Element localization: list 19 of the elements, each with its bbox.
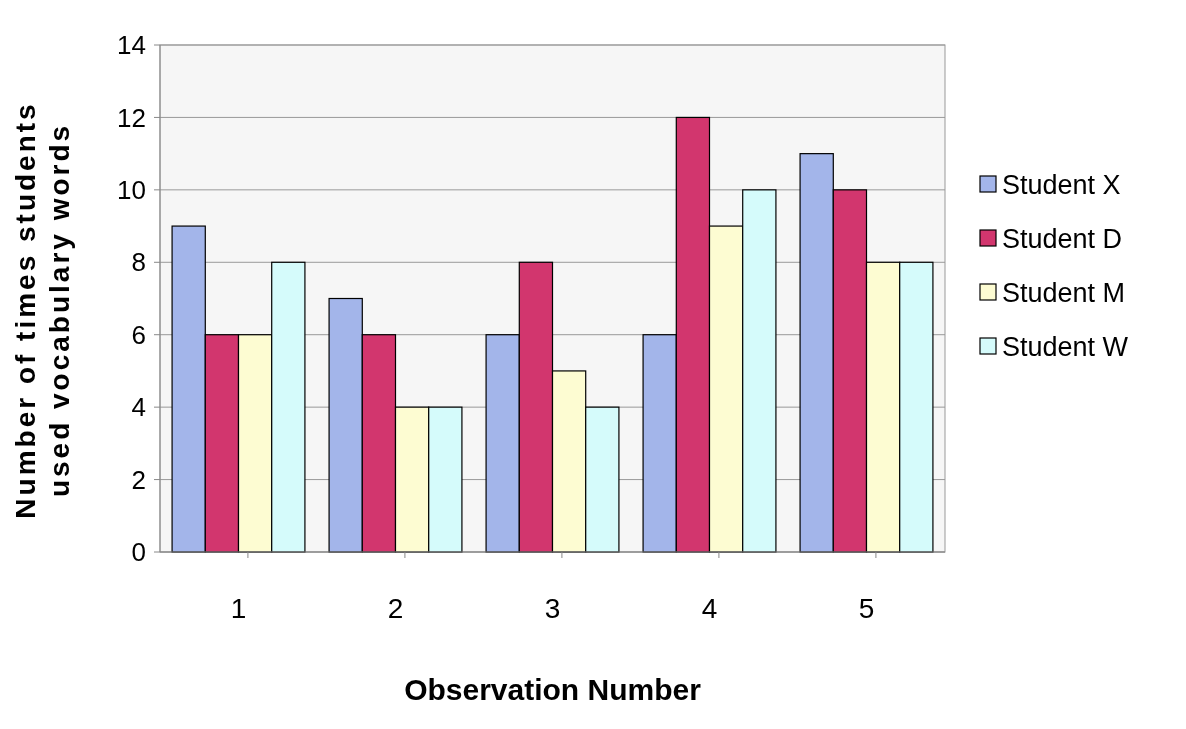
legend-label: Student D xyxy=(1002,224,1123,255)
y-tick-label: 10 xyxy=(117,174,146,205)
legend-label: Student X xyxy=(1002,170,1121,201)
y-tick-label: 2 xyxy=(131,464,146,495)
x-axis-title: Observation Number xyxy=(404,673,702,706)
y-axis-title: Number of times students used vocabulary words xyxy=(10,101,75,519)
y-tick-label: 4 xyxy=(131,392,146,423)
y-tick-label: 14 xyxy=(117,30,146,61)
y-tick-label: 6 xyxy=(131,319,146,350)
x-tick-label: 4 xyxy=(701,593,718,624)
y-tick-label: 8 xyxy=(131,247,146,278)
x-tick-label: 1 xyxy=(230,593,247,624)
legend-label: Student W xyxy=(1002,332,1129,363)
y-tick-label: 12 xyxy=(117,102,146,133)
x-tick-label: 3 xyxy=(544,593,561,624)
legend-label: Student M xyxy=(1002,278,1126,309)
y-tick-label: 0 xyxy=(131,537,146,568)
x-tick-label: 5 xyxy=(858,593,875,624)
x-tick-label: 2 xyxy=(387,593,404,624)
